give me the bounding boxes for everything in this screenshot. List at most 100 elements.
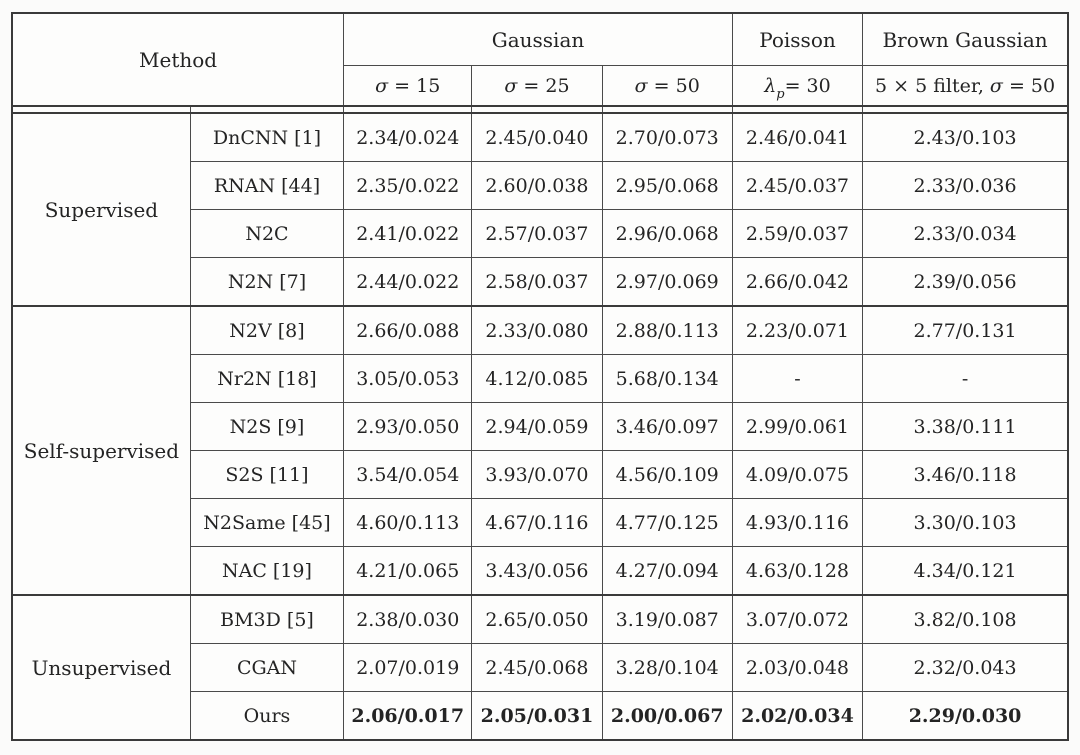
result-cell: 4.34/0.121 — [862, 546, 1069, 596]
result-cell: 4.56/0.109 — [601, 450, 733, 499]
result-cell: 2.44/0.022 — [343, 257, 473, 307]
result-cell: 3.82/0.108 — [862, 594, 1069, 644]
result-cell: 2.66/0.088 — [343, 305, 473, 355]
result-cell: 3.46/0.097 — [601, 402, 733, 451]
method-cell: Nr2N [18] — [189, 354, 345, 403]
result-cell: 2.77/0.131 — [862, 305, 1069, 355]
result-cell: 4.12/0.085 — [471, 354, 603, 403]
table-row: N2S [9] 2.93/0.050 2.94/0.059 3.46/0.097… — [12, 402, 1069, 451]
lambda-subscript: p — [776, 87, 785, 103]
lambda-value: = 30 — [784, 74, 831, 97]
result-cell: 2.35/0.022 — [343, 161, 473, 210]
table-row: RNAN [44] 2.35/0.022 2.60/0.038 2.95/0.0… — [12, 161, 1069, 210]
result-cell: 2.93/0.050 — [343, 402, 473, 451]
header-gaussian: Gaussian — [343, 12, 733, 66]
result-cell: 2.00/0.067 — [601, 691, 733, 741]
sigma-15-value: = 15 — [388, 74, 441, 97]
result-cell: 2.33/0.034 — [862, 209, 1069, 258]
result-cell: - — [862, 354, 1069, 403]
result-cell: 2.38/0.030 — [343, 594, 473, 644]
results-table: Method Gaussian Poisson Brown Gaussian σ… — [11, 12, 1069, 741]
category-cell-unsupervised: Unsupervised — [11, 594, 191, 741]
table-row: N2Same [45] 4.60/0.113 4.67/0.116 4.77/0… — [12, 498, 1069, 547]
header-brown-filter: 5 × 5 filter, σ = 50 — [862, 65, 1069, 107]
result-cell: 2.33/0.036 — [862, 161, 1069, 210]
method-cell: NAC [19] — [189, 546, 345, 596]
header-body-divider — [11, 105, 1069, 114]
result-cell: 2.43/0.103 — [862, 112, 1069, 162]
result-cell: 2.57/0.037 — [471, 209, 603, 258]
result-cell: 3.28/0.104 — [601, 643, 733, 692]
result-cell: 2.39/0.056 — [862, 257, 1069, 307]
result-cell: 2.45/0.068 — [471, 643, 603, 692]
result-cell: 3.07/0.072 — [731, 594, 864, 644]
header-poisson: Poisson — [731, 12, 864, 66]
result-cell: 3.05/0.053 — [343, 354, 473, 403]
header-row-parameters: σ = 15 σ = 25 σ = 50 λp= 30 5 × 5 filter… — [12, 65, 1069, 107]
result-cell: 4.77/0.125 — [601, 498, 733, 547]
result-cell: - — [731, 354, 864, 403]
result-cell: 2.23/0.071 — [731, 305, 864, 355]
result-cell: 2.60/0.038 — [471, 161, 603, 210]
sigma-symbol: σ — [504, 74, 518, 97]
result-cell: 2.96/0.068 — [601, 209, 733, 258]
table-row: Supervised DnCNN [1] 2.34/0.024 2.45/0.0… — [11, 112, 1069, 307]
result-cell: 2.46/0.041 — [731, 112, 864, 162]
result-cell: 3.19/0.087 — [601, 594, 733, 644]
method-cell: N2C — [189, 209, 345, 258]
table-row: NAC [19] 4.21/0.065 3.43/0.056 4.27/0.09… — [12, 546, 1069, 596]
result-cell: 2.45/0.037 — [731, 161, 864, 210]
method-cell: N2N [7] — [189, 257, 345, 307]
result-cell: 4.67/0.116 — [471, 498, 603, 547]
result-cell: 2.06/0.017 — [343, 691, 473, 741]
result-cell: 4.27/0.094 — [601, 546, 733, 596]
result-cell: 2.99/0.061 — [731, 402, 864, 451]
table-row: Unsupervised BM3D [5] 2.38/0.030 2.65/0.… — [11, 594, 1069, 741]
result-cell: 2.33/0.080 — [471, 305, 603, 355]
result-cell: 3.43/0.056 — [471, 546, 603, 596]
result-cell: 5.68/0.134 — [601, 354, 733, 403]
result-cell: 4.09/0.075 — [731, 450, 864, 499]
header-row-noise-types: Method Gaussian Poisson Brown Gaussian — [11, 12, 1069, 107]
header-lambda-p-30: λp= 30 — [731, 65, 864, 107]
result-cell: 3.54/0.054 — [343, 450, 473, 499]
result-cell: 2.97/0.069 — [601, 257, 733, 307]
result-cell: 4.60/0.113 — [343, 498, 473, 547]
result-cell: 2.59/0.037 — [731, 209, 864, 258]
table-row: Self-supervised N2V [8] 2.66/0.088 2.33/… — [11, 305, 1069, 596]
method-cell-ours: Ours — [189, 691, 345, 741]
category-cell-self-supervised: Self-supervised — [11, 305, 191, 596]
result-cell: 2.07/0.019 — [343, 643, 473, 692]
result-cell: 2.03/0.048 — [731, 643, 864, 692]
table-row: CGAN 2.07/0.019 2.45/0.068 3.28/0.104 2.… — [12, 643, 1069, 692]
lambda-symbol: λ — [764, 74, 777, 97]
result-cell: 2.58/0.037 — [471, 257, 603, 307]
result-cell: 2.70/0.073 — [601, 112, 733, 162]
result-cell: 3.93/0.070 — [471, 450, 603, 499]
header-method: Method — [11, 12, 345, 107]
header-sigma-25: σ = 25 — [471, 65, 603, 107]
brown-filter-text: 5 × 5 filter, — [875, 74, 990, 97]
result-cell: 2.95/0.068 — [601, 161, 733, 210]
result-cell: 3.30/0.103 — [862, 498, 1069, 547]
result-cell: 2.94/0.059 — [471, 402, 603, 451]
result-cell: 4.21/0.065 — [343, 546, 473, 596]
result-cell: 2.66/0.042 — [731, 257, 864, 307]
result-cell: 4.63/0.128 — [731, 546, 864, 596]
result-cell: 2.34/0.024 — [343, 112, 473, 162]
result-cell: 3.38/0.111 — [862, 402, 1069, 451]
result-cell: 4.93/0.116 — [731, 498, 864, 547]
result-cell: 2.32/0.043 — [862, 643, 1069, 692]
header-brown-gaussian: Brown Gaussian — [862, 12, 1069, 66]
brown-sigma-value: = 50 — [1002, 74, 1056, 97]
header-sigma-15: σ = 15 — [343, 65, 473, 107]
sigma-50-value: = 50 — [647, 74, 700, 97]
sigma-symbol: σ — [375, 74, 389, 97]
result-cell: 2.05/0.031 — [471, 691, 603, 741]
result-cell: 2.41/0.022 — [343, 209, 473, 258]
result-cell: 2.29/0.030 — [862, 691, 1069, 741]
method-cell: DnCNN [1] — [189, 112, 345, 162]
sigma-symbol: σ — [634, 74, 648, 97]
table-row: N2C 2.41/0.022 2.57/0.037 2.96/0.068 2.5… — [12, 209, 1069, 258]
